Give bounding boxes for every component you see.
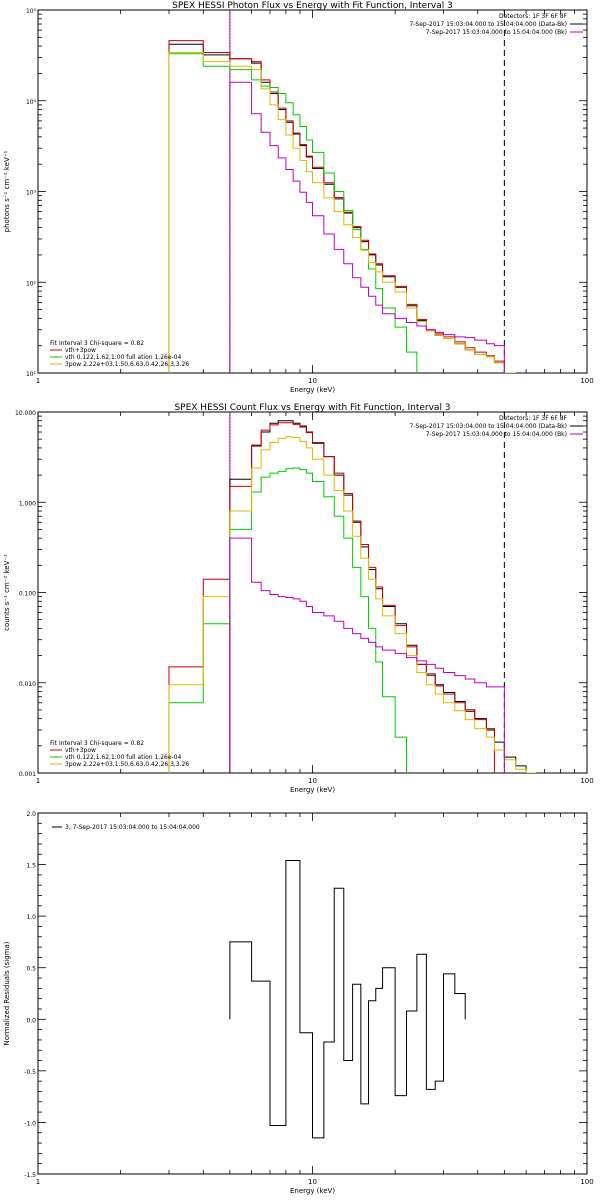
- y-axis-label: counts s⁻¹ cm⁻² keV⁻¹: [3, 554, 11, 631]
- fit-text: 3pow 2.22e+03,1.50,6.63,0.42,26.3,3.26: [65, 761, 189, 768]
- y-tick-label: 10⁴: [26, 99, 37, 106]
- y-tick-label: 0.001: [19, 771, 36, 778]
- x-axis: 1 10 100: [36, 412, 594, 785]
- x-tick-label: 1: [36, 777, 40, 785]
- x-tick-label: 100: [580, 377, 593, 385]
- x-axis: 1 10 100: [36, 10, 594, 385]
- legend-text: 3, 7-Sep-2017 15:03:04.000 to 15:04:04.0…: [65, 824, 200, 831]
- chart-title: SPEX HESSI Count Flux vs Energy with Fit…: [174, 403, 450, 413]
- series-vth-3pow: [168, 40, 505, 373]
- fit-text: Fit Interval 3 Chi-square = 0.82: [50, 340, 144, 347]
- header-text: Detectors: 1F 3F 6F 8F: [499, 415, 568, 422]
- y-tick-label: 0.100: [19, 591, 36, 598]
- y-axis: -1.5 -1.0 -0.5 0.0 0.5 1.0 1.5 2.0: [24, 811, 587, 1179]
- header-text: 7-Sep-2017 15:03:04.000 to 15:04:04.000 …: [409, 423, 567, 430]
- series-vth: [168, 53, 418, 373]
- y-axis-label: photons s⁻¹ cm⁻² keV⁻¹: [3, 150, 11, 232]
- series-group: [168, 420, 545, 773]
- x-tick-label: 10: [308, 1178, 317, 1186]
- y-axis: 10¹ 10² 10³ 10⁴ 10⁵: [26, 8, 587, 378]
- header-text: 7-Sep-2017 15:03:04.000 to 15:04:04.000 …: [426, 431, 567, 438]
- y-tick-label: 10³: [26, 190, 37, 197]
- y-tick-label: 0.0: [26, 1017, 36, 1024]
- y-axis: 0.001 0.010 0.100 1.000 10.000: [15, 410, 587, 778]
- series-3-7-sep-2017-15-03-04-000-to-15-04-04-000: [229, 859, 466, 1139]
- y-tick-label: 0.5: [26, 966, 36, 973]
- chart-title: SPEX HESSI Photon Flux vs Energy with Fi…: [172, 1, 453, 11]
- fit-text: vth+3pow: [65, 347, 96, 354]
- series-bk: [229, 81, 505, 373]
- series-vth: [168, 467, 407, 773]
- series-vth-3pow: [168, 422, 495, 773]
- y-tick-label: -1.0: [24, 1120, 36, 1127]
- photon-flux-chart: SPEX HESSI Photon Flux vs Energy with Fi…: [3, 1, 594, 394]
- count-flux-chart: SPEX HESSI Count Flux vs Energy with Fit…: [3, 403, 594, 794]
- x-tick-label: 10: [308, 777, 317, 785]
- x-tick-label: 10: [308, 377, 317, 385]
- x-tick-label: 1: [36, 1178, 40, 1186]
- series-3pow: [168, 436, 537, 773]
- y-tick-label: 1.0: [26, 914, 36, 921]
- y-tick-label: 0.010: [19, 681, 36, 688]
- fit-text: vth 0.122,1.62,1.00 full ation 1.26e-04: [65, 754, 181, 761]
- series-3pow: [168, 52, 517, 373]
- fit-text: vth 0.122,1.62,1.00 full ation 1.26e-04: [65, 354, 181, 361]
- y-tick-label: 1.5: [26, 863, 36, 870]
- y-tick-label: 10⁵: [26, 8, 37, 15]
- y-tick-label: 10.000: [15, 410, 36, 417]
- x-axis-label: Energy (keV): [290, 1187, 335, 1195]
- x-axis-label: Energy (keV): [290, 386, 335, 394]
- header-text: 7-Sep-2017 15:03:04.000 to 15:04:04.000 …: [409, 21, 567, 28]
- y-tick-label: -1.5: [24, 1172, 36, 1179]
- series-data-bk: [168, 43, 517, 373]
- series-group: [168, 40, 517, 373]
- header-text: 7-Sep-2017 15:03:04.000 to 15:04:04.000 …: [426, 29, 567, 36]
- x-tick-label: 1: [36, 377, 40, 385]
- x-axis-label: Energy (keV): [290, 786, 335, 794]
- x-axis: 1 10 100: [36, 813, 594, 1186]
- y-tick-label: -0.5: [24, 1069, 36, 1076]
- fit-text: 3pow 2.22e+03,1.50,6.63,0.42,26.3,3.26: [65, 361, 189, 368]
- header-text: Detectors: 1F 3F 6F 8F: [499, 13, 568, 20]
- y-tick-label: 1.000: [19, 500, 36, 507]
- series-data-bk: [229, 420, 545, 773]
- y-tick-label: 10¹: [26, 371, 37, 378]
- series-group: [229, 859, 466, 1139]
- y-tick-label: 10²: [26, 280, 37, 287]
- y-axis-label: Normalized Residuals (sigma): [3, 941, 11, 1045]
- x-tick-label: 100: [580, 777, 593, 785]
- y-tick-label: 2.0: [26, 811, 36, 818]
- fit-text: Fit Interval 3 Chi-square = 0.82: [50, 740, 144, 747]
- fit-text: vth+3pow: [65, 747, 96, 754]
- series-bk: [229, 537, 505, 773]
- x-tick-label: 100: [580, 1178, 593, 1186]
